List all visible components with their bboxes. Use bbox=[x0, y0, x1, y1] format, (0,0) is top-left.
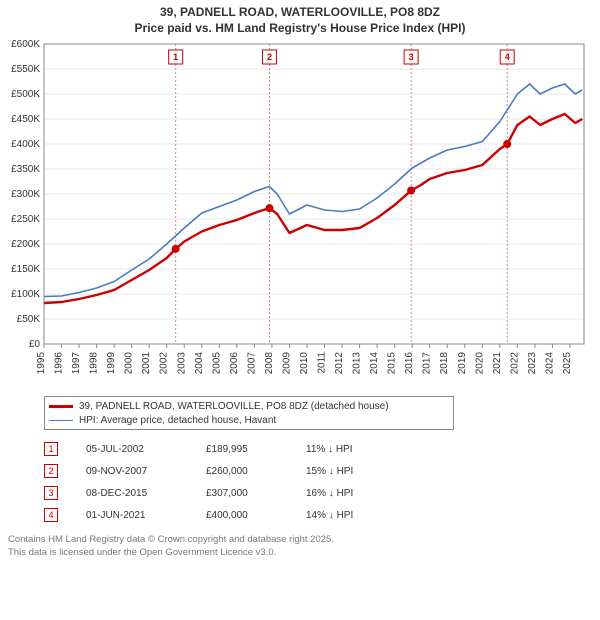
transaction-price: £260,000 bbox=[206, 466, 306, 477]
title-line1: 39, PADNELL ROAD, WATERLOOVILLE, PO8 8DZ bbox=[8, 4, 592, 20]
transaction-price: £307,000 bbox=[206, 488, 306, 499]
transaction-price: £400,000 bbox=[206, 510, 306, 521]
svg-text:£450K: £450K bbox=[11, 114, 40, 125]
legend-row: 39, PADNELL ROAD, WATERLOOVILLE, PO8 8DZ… bbox=[49, 399, 449, 413]
svg-text:1998: 1998 bbox=[89, 352, 100, 375]
legend-row: HPI: Average price, detached house, Hava… bbox=[49, 413, 449, 427]
svg-text:2020: 2020 bbox=[474, 352, 485, 375]
transaction-row: 4 01-JUN-2021£400,00014% ↓ HPI bbox=[44, 504, 592, 526]
svg-text:2021: 2021 bbox=[492, 352, 503, 375]
transaction-date: 01-JUN-2021 bbox=[86, 510, 206, 521]
data-attribution: Contains HM Land Registry data © Crown c… bbox=[8, 534, 592, 559]
svg-text:£300K: £300K bbox=[11, 189, 40, 200]
svg-text:2011: 2011 bbox=[317, 352, 328, 374]
svg-text:1999: 1999 bbox=[106, 352, 117, 375]
svg-text:2002: 2002 bbox=[159, 352, 170, 375]
transaction-delta: 15% ↓ HPI bbox=[306, 466, 406, 477]
svg-text:£200K: £200K bbox=[11, 239, 40, 250]
svg-text:1996: 1996 bbox=[54, 352, 65, 375]
svg-text:2001: 2001 bbox=[141, 352, 152, 375]
svg-text:2007: 2007 bbox=[246, 352, 257, 375]
transaction-row: 3 08-DEC-2015£307,00016% ↓ HPI bbox=[44, 482, 592, 504]
svg-text:£400K: £400K bbox=[11, 139, 40, 150]
title-line2: Price paid vs. HM Land Registry's House … bbox=[8, 20, 592, 36]
legend-swatch bbox=[49, 405, 73, 408]
transaction-delta: 16% ↓ HPI bbox=[306, 488, 406, 499]
svg-text:2: 2 bbox=[267, 52, 272, 62]
svg-text:1997: 1997 bbox=[71, 352, 82, 375]
transaction-date: 08-DEC-2015 bbox=[86, 488, 206, 499]
transaction-marker: 1 bbox=[44, 442, 58, 456]
transaction-date: 05-JUL-2002 bbox=[86, 444, 206, 455]
svg-text:2015: 2015 bbox=[387, 352, 398, 375]
svg-text:4: 4 bbox=[505, 52, 510, 62]
svg-text:2017: 2017 bbox=[422, 352, 433, 375]
svg-text:2006: 2006 bbox=[229, 352, 240, 375]
svg-text:1: 1 bbox=[173, 52, 178, 62]
svg-text:2016: 2016 bbox=[404, 352, 415, 375]
svg-text:2018: 2018 bbox=[439, 352, 450, 375]
transaction-delta: 14% ↓ HPI bbox=[306, 510, 406, 521]
svg-text:1995: 1995 bbox=[36, 352, 47, 375]
svg-text:£50K: £50K bbox=[17, 314, 41, 325]
footer-line2: This data is licensed under the Open Gov… bbox=[8, 547, 592, 559]
svg-text:2014: 2014 bbox=[369, 352, 380, 375]
chart-title-block: 39, PADNELL ROAD, WATERLOOVILLE, PO8 8DZ… bbox=[8, 4, 592, 36]
legend-swatch bbox=[49, 420, 73, 421]
transaction-price: £189,995 bbox=[206, 444, 306, 455]
svg-text:£250K: £250K bbox=[11, 214, 40, 225]
svg-text:£0: £0 bbox=[29, 339, 41, 350]
svg-text:3: 3 bbox=[409, 52, 414, 62]
transaction-marker: 3 bbox=[44, 486, 58, 500]
svg-text:2005: 2005 bbox=[211, 352, 222, 375]
chart-legend: 39, PADNELL ROAD, WATERLOOVILLE, PO8 8DZ… bbox=[44, 396, 454, 430]
transaction-marker: 4 bbox=[44, 508, 58, 522]
legend-label: 39, PADNELL ROAD, WATERLOOVILLE, PO8 8DZ… bbox=[79, 401, 389, 412]
line-chart: £0 £50K £100K £150K £200K £250K £300K £350K £400… bbox=[8, 40, 592, 390]
svg-text:2004: 2004 bbox=[194, 352, 205, 375]
svg-text:£550K: £550K bbox=[11, 64, 40, 75]
svg-text:2019: 2019 bbox=[457, 352, 468, 375]
svg-text:£350K: £350K bbox=[11, 164, 40, 175]
svg-text:2012: 2012 bbox=[334, 352, 345, 375]
svg-text:2010: 2010 bbox=[299, 352, 310, 375]
svg-text:£150K: £150K bbox=[11, 264, 40, 275]
footer-line1: Contains HM Land Registry data © Crown c… bbox=[8, 534, 592, 546]
svg-text:2023: 2023 bbox=[527, 352, 538, 375]
svg-text:2022: 2022 bbox=[509, 352, 520, 375]
svg-text:2009: 2009 bbox=[281, 352, 292, 375]
svg-text:2013: 2013 bbox=[352, 352, 363, 375]
svg-text:2025: 2025 bbox=[562, 352, 573, 375]
svg-text:2008: 2008 bbox=[264, 352, 275, 375]
svg-text:2000: 2000 bbox=[124, 352, 135, 375]
transaction-row: 1 05-JUL-2002£189,99511% ↓ HPI bbox=[44, 438, 592, 460]
chart-svg: £0 £50K £100K £150K £200K £250K £300K £350K £400… bbox=[8, 40, 592, 390]
svg-text:2003: 2003 bbox=[176, 352, 187, 375]
transaction-delta: 11% ↓ HPI bbox=[306, 444, 406, 455]
legend-label: HPI: Average price, detached house, Hava… bbox=[79, 415, 276, 426]
svg-text:£100K: £100K bbox=[11, 289, 40, 300]
transactions-table: 1 05-JUL-2002£189,99511% ↓ HPI 2 09-NOV-200… bbox=[44, 438, 592, 526]
transaction-row: 2 09-NOV-2007£260,00015% ↓ HPI bbox=[44, 460, 592, 482]
svg-text:£500K: £500K bbox=[11, 89, 40, 100]
svg-text:2024: 2024 bbox=[544, 352, 555, 375]
transaction-date: 09-NOV-2007 bbox=[86, 466, 206, 477]
svg-text:£600K: £600K bbox=[11, 40, 40, 50]
transaction-marker: 2 bbox=[44, 464, 58, 478]
